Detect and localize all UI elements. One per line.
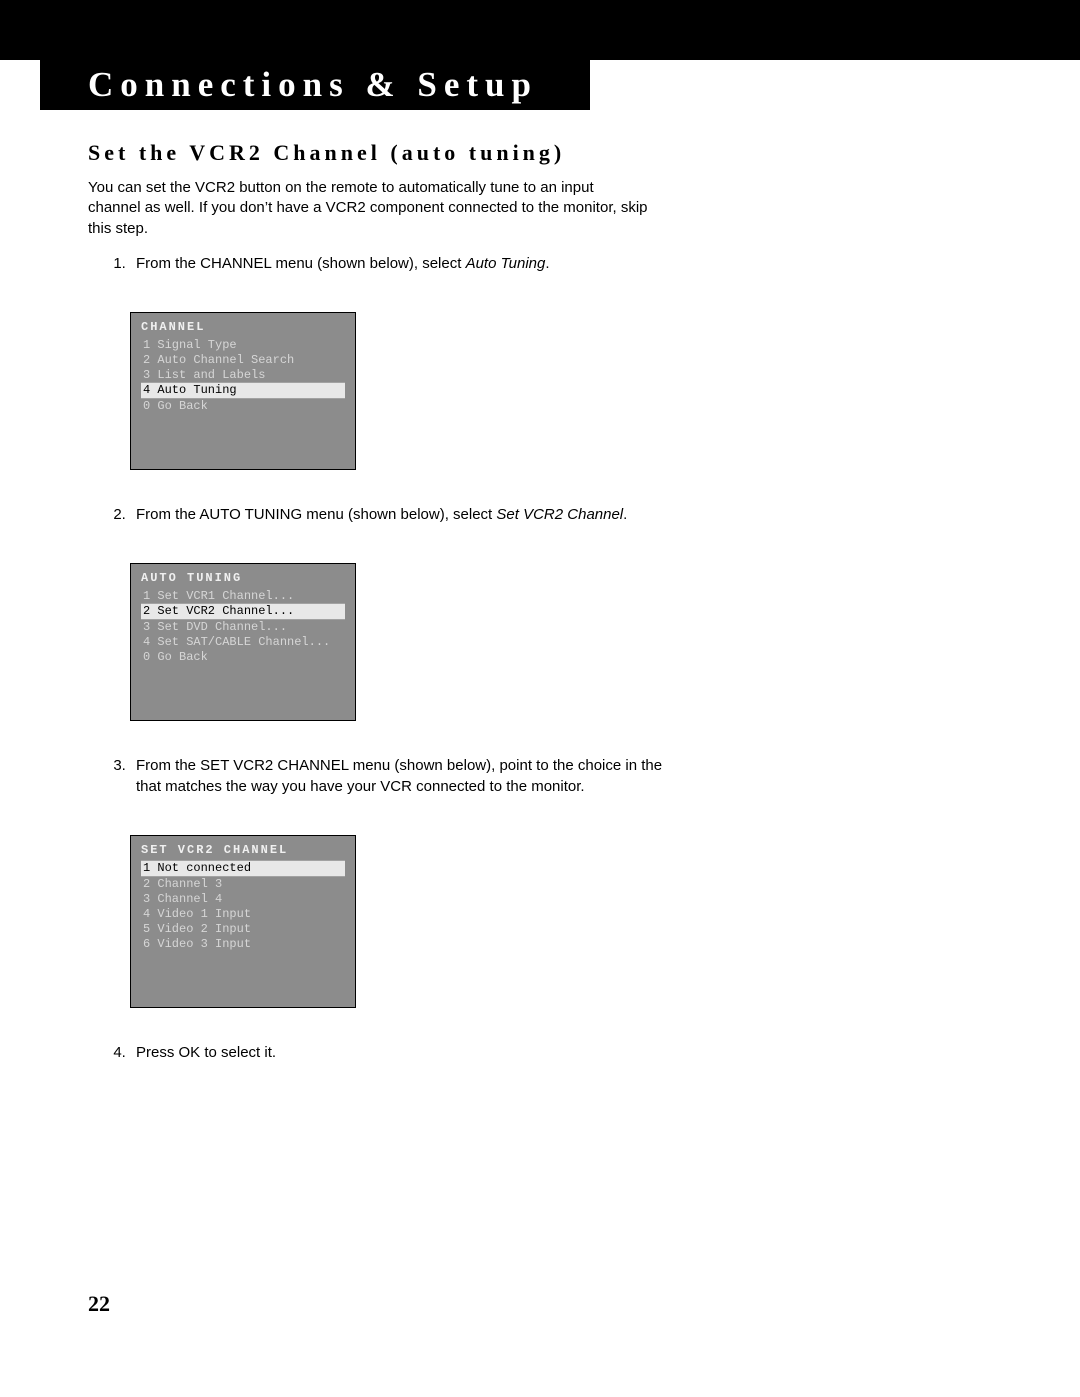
menu-item: 4 Set SAT/CABLE Channel... [141, 635, 345, 650]
step-list: From the CHANNEL menu (shown below), sel… [88, 253, 688, 274]
menu-item: 2 Channel 3 [141, 877, 345, 892]
step-text: From the SET VCR2 CHANNEL menu (shown be… [136, 757, 662, 795]
intro-paragraph: You can set the VCR2 button on the remot… [88, 178, 648, 239]
step-em: Auto Tuning [466, 255, 546, 272]
menu-item: 0 Go Back [141, 650, 345, 665]
step-em: Set VCR2 Channel [496, 506, 623, 523]
menu-title: AUTO TUNING [141, 571, 345, 586]
step-text: From the CHANNEL menu (shown below), sel… [136, 255, 466, 272]
menu-item: 4 Video 1 Input [141, 907, 345, 922]
page-number: 22 [88, 1291, 110, 1317]
auto-tuning-menu: AUTO TUNING 1 Set VCR1 Channel...2 Set VC… [130, 563, 356, 721]
menu-item: 2 Auto Channel Search [141, 353, 345, 368]
menu-item: 0 Go Back [141, 399, 345, 414]
document-page: Connections & Setup Set the VCR2 Channel… [0, 0, 1080, 1397]
menu-item: 3 Set DVD Channel... [141, 620, 345, 635]
step-4: Press OK to select it. [130, 1042, 688, 1063]
step-text: Press OK to select it. [136, 1044, 276, 1061]
step-1: From the CHANNEL menu (shown below), sel… [130, 253, 688, 274]
menu-item: 1 Signal Type [141, 338, 345, 353]
menu-item: 4 Auto Tuning [141, 382, 345, 399]
menu-item: 2 Set VCR2 Channel... [141, 603, 345, 620]
step-list: Press OK to select it. [88, 1042, 688, 1063]
set-vcr2-menu-screenshot: SET VCR2 CHANNEL 1 Not connected2 Channel… [130, 835, 688, 1008]
menu-item: 6 Video 3 Input [141, 937, 345, 952]
channel-menu: CHANNEL 1 Signal Type2 Auto Channel Searc… [130, 312, 356, 470]
content-area: Set the VCR2 Channel (auto tuning) You c… [88, 140, 688, 1077]
menu-title: SET VCR2 CHANNEL [141, 843, 345, 858]
menu-item: 3 List and Labels [141, 368, 345, 383]
step-text: . [545, 255, 549, 272]
section-heading: Set the VCR2 Channel (auto tuning) [88, 140, 688, 166]
step-list: From the AUTO TUNING menu (shown below),… [88, 504, 688, 525]
step-2: From the AUTO TUNING menu (shown below),… [130, 504, 688, 525]
step-text: From the AUTO TUNING menu (shown below),… [136, 506, 496, 523]
step-3: From the SET VCR2 CHANNEL menu (shown be… [130, 755, 688, 797]
menu-title: CHANNEL [141, 320, 345, 335]
top-bar [0, 0, 1080, 60]
set-vcr2-menu: SET VCR2 CHANNEL 1 Not connected2 Channel… [130, 835, 356, 1008]
channel-menu-screenshot: CHANNEL 1 Signal Type2 Auto Channel Searc… [130, 312, 688, 470]
step-text: . [623, 506, 627, 523]
menu-item: 1 Set VCR1 Channel... [141, 589, 345, 604]
chapter-header: Connections & Setup [40, 60, 590, 110]
menu-item: 3 Channel 4 [141, 892, 345, 907]
menu-item: 5 Video 2 Input [141, 922, 345, 937]
step-list: From the SET VCR2 CHANNEL menu (shown be… [88, 755, 688, 797]
menu-item: 1 Not connected [141, 860, 345, 877]
auto-tuning-menu-screenshot: AUTO TUNING 1 Set VCR1 Channel...2 Set VC… [130, 563, 688, 721]
